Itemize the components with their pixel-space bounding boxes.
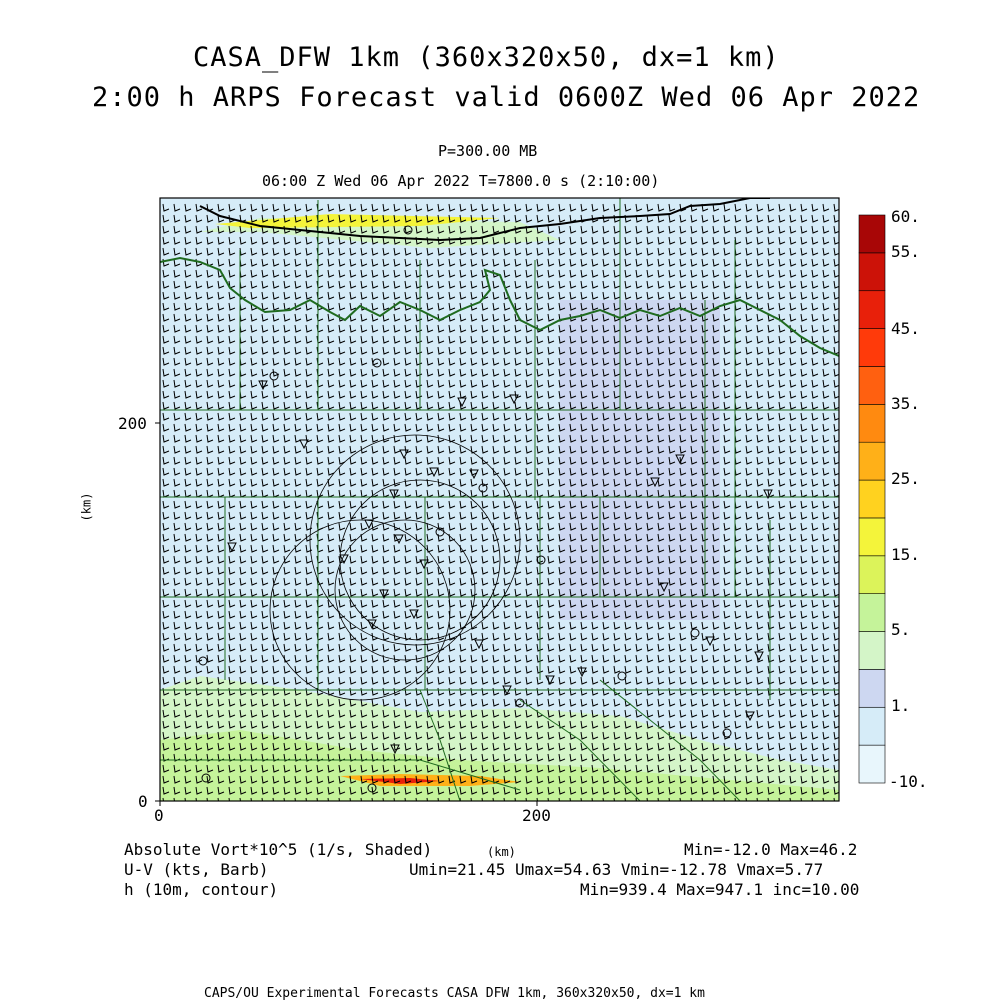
colorbar-label: 35. — [891, 394, 920, 413]
river-boundary — [160, 256, 839, 357]
colorbar-swatch — [858, 252, 886, 292]
x-tick-200: 200 — [522, 806, 551, 825]
colorbar-swatch — [858, 706, 886, 746]
colorbar-swatch — [858, 441, 886, 481]
title-line-1: CASA_DFW 1km (360x320x50, dx=1 km) — [193, 42, 780, 73]
colorbar-swatch — [858, 631, 886, 670]
wind-barbs — [162, 203, 839, 801]
colorbar-swatch — [858, 517, 886, 557]
colorbar-swatch — [858, 290, 886, 329]
colorbar-swatch — [858, 214, 886, 254]
plot-frame — [159, 197, 840, 802]
axis-ticks — [155, 422, 538, 806]
colorbar-label: 5. — [891, 620, 911, 639]
colorbar-swatch — [858, 555, 886, 594]
state-border — [199, 198, 770, 242]
y-tick-200: 200 — [118, 414, 147, 433]
colorbar-swatch — [858, 669, 886, 708]
colorbar-label: 1. — [891, 696, 911, 715]
field-wind-minmax: Umin=21.45 Umax=54.63 Vmin=-12.78 Vmax=5… — [409, 860, 824, 879]
valid-time: 06:00 Z Wed 06 Apr 2022 T=7800.0 s (2:10… — [262, 172, 660, 190]
colorbar-swatch — [858, 479, 886, 519]
height-contours — [269, 434, 521, 701]
colorbar-swatch — [858, 404, 886, 443]
colorbar-swatch — [858, 593, 886, 632]
y-tick-0: 0 — [138, 792, 148, 811]
colorbar-label: -10. — [889, 772, 928, 791]
x-tick-0: 0 — [154, 806, 164, 825]
field-height: h (10m, contour) — [124, 880, 279, 899]
colorbar-swatch — [858, 744, 886, 784]
barb-pattern — [162, 203, 839, 801]
credit-line: CAPS/OU Experimental Forecasts CASA DFW … — [204, 986, 705, 1001]
colorbar — [858, 214, 886, 784]
x-axis-unit: (km) — [487, 845, 516, 859]
colorbar-label: 60. — [891, 207, 920, 226]
colorbar-label: 25. — [891, 469, 920, 488]
colorbar-swatch — [858, 328, 886, 367]
field-wind: U-V (kts, Barb) — [124, 860, 269, 879]
colorbar-label: 15. — [891, 545, 920, 564]
colorbar-label: 45. — [891, 319, 920, 338]
field-vorticity: Absolute Vort*10^5 (1/s, Shaded) — [124, 840, 433, 859]
colorbar-label: 55. — [891, 242, 920, 261]
station-markers — [198, 225, 773, 793]
pressure-level: P=300.00 MB — [438, 142, 538, 160]
vorticity-max-north — [215, 214, 500, 228]
y-axis-unit: (km) — [79, 492, 94, 522]
colorbar-swatch — [858, 366, 886, 405]
title-line-2: 2:00 h ARPS Forecast valid 0600Z Wed 06 … — [92, 82, 921, 113]
vorticity-band-south-inner — [160, 730, 839, 801]
field-height-minmax: Min=939.4 Max=947.1 inc=10.00 — [580, 880, 860, 899]
field-vorticity-minmax: Min=-12.0 Max=46.2 — [684, 840, 858, 859]
county-borders — [160, 198, 839, 801]
